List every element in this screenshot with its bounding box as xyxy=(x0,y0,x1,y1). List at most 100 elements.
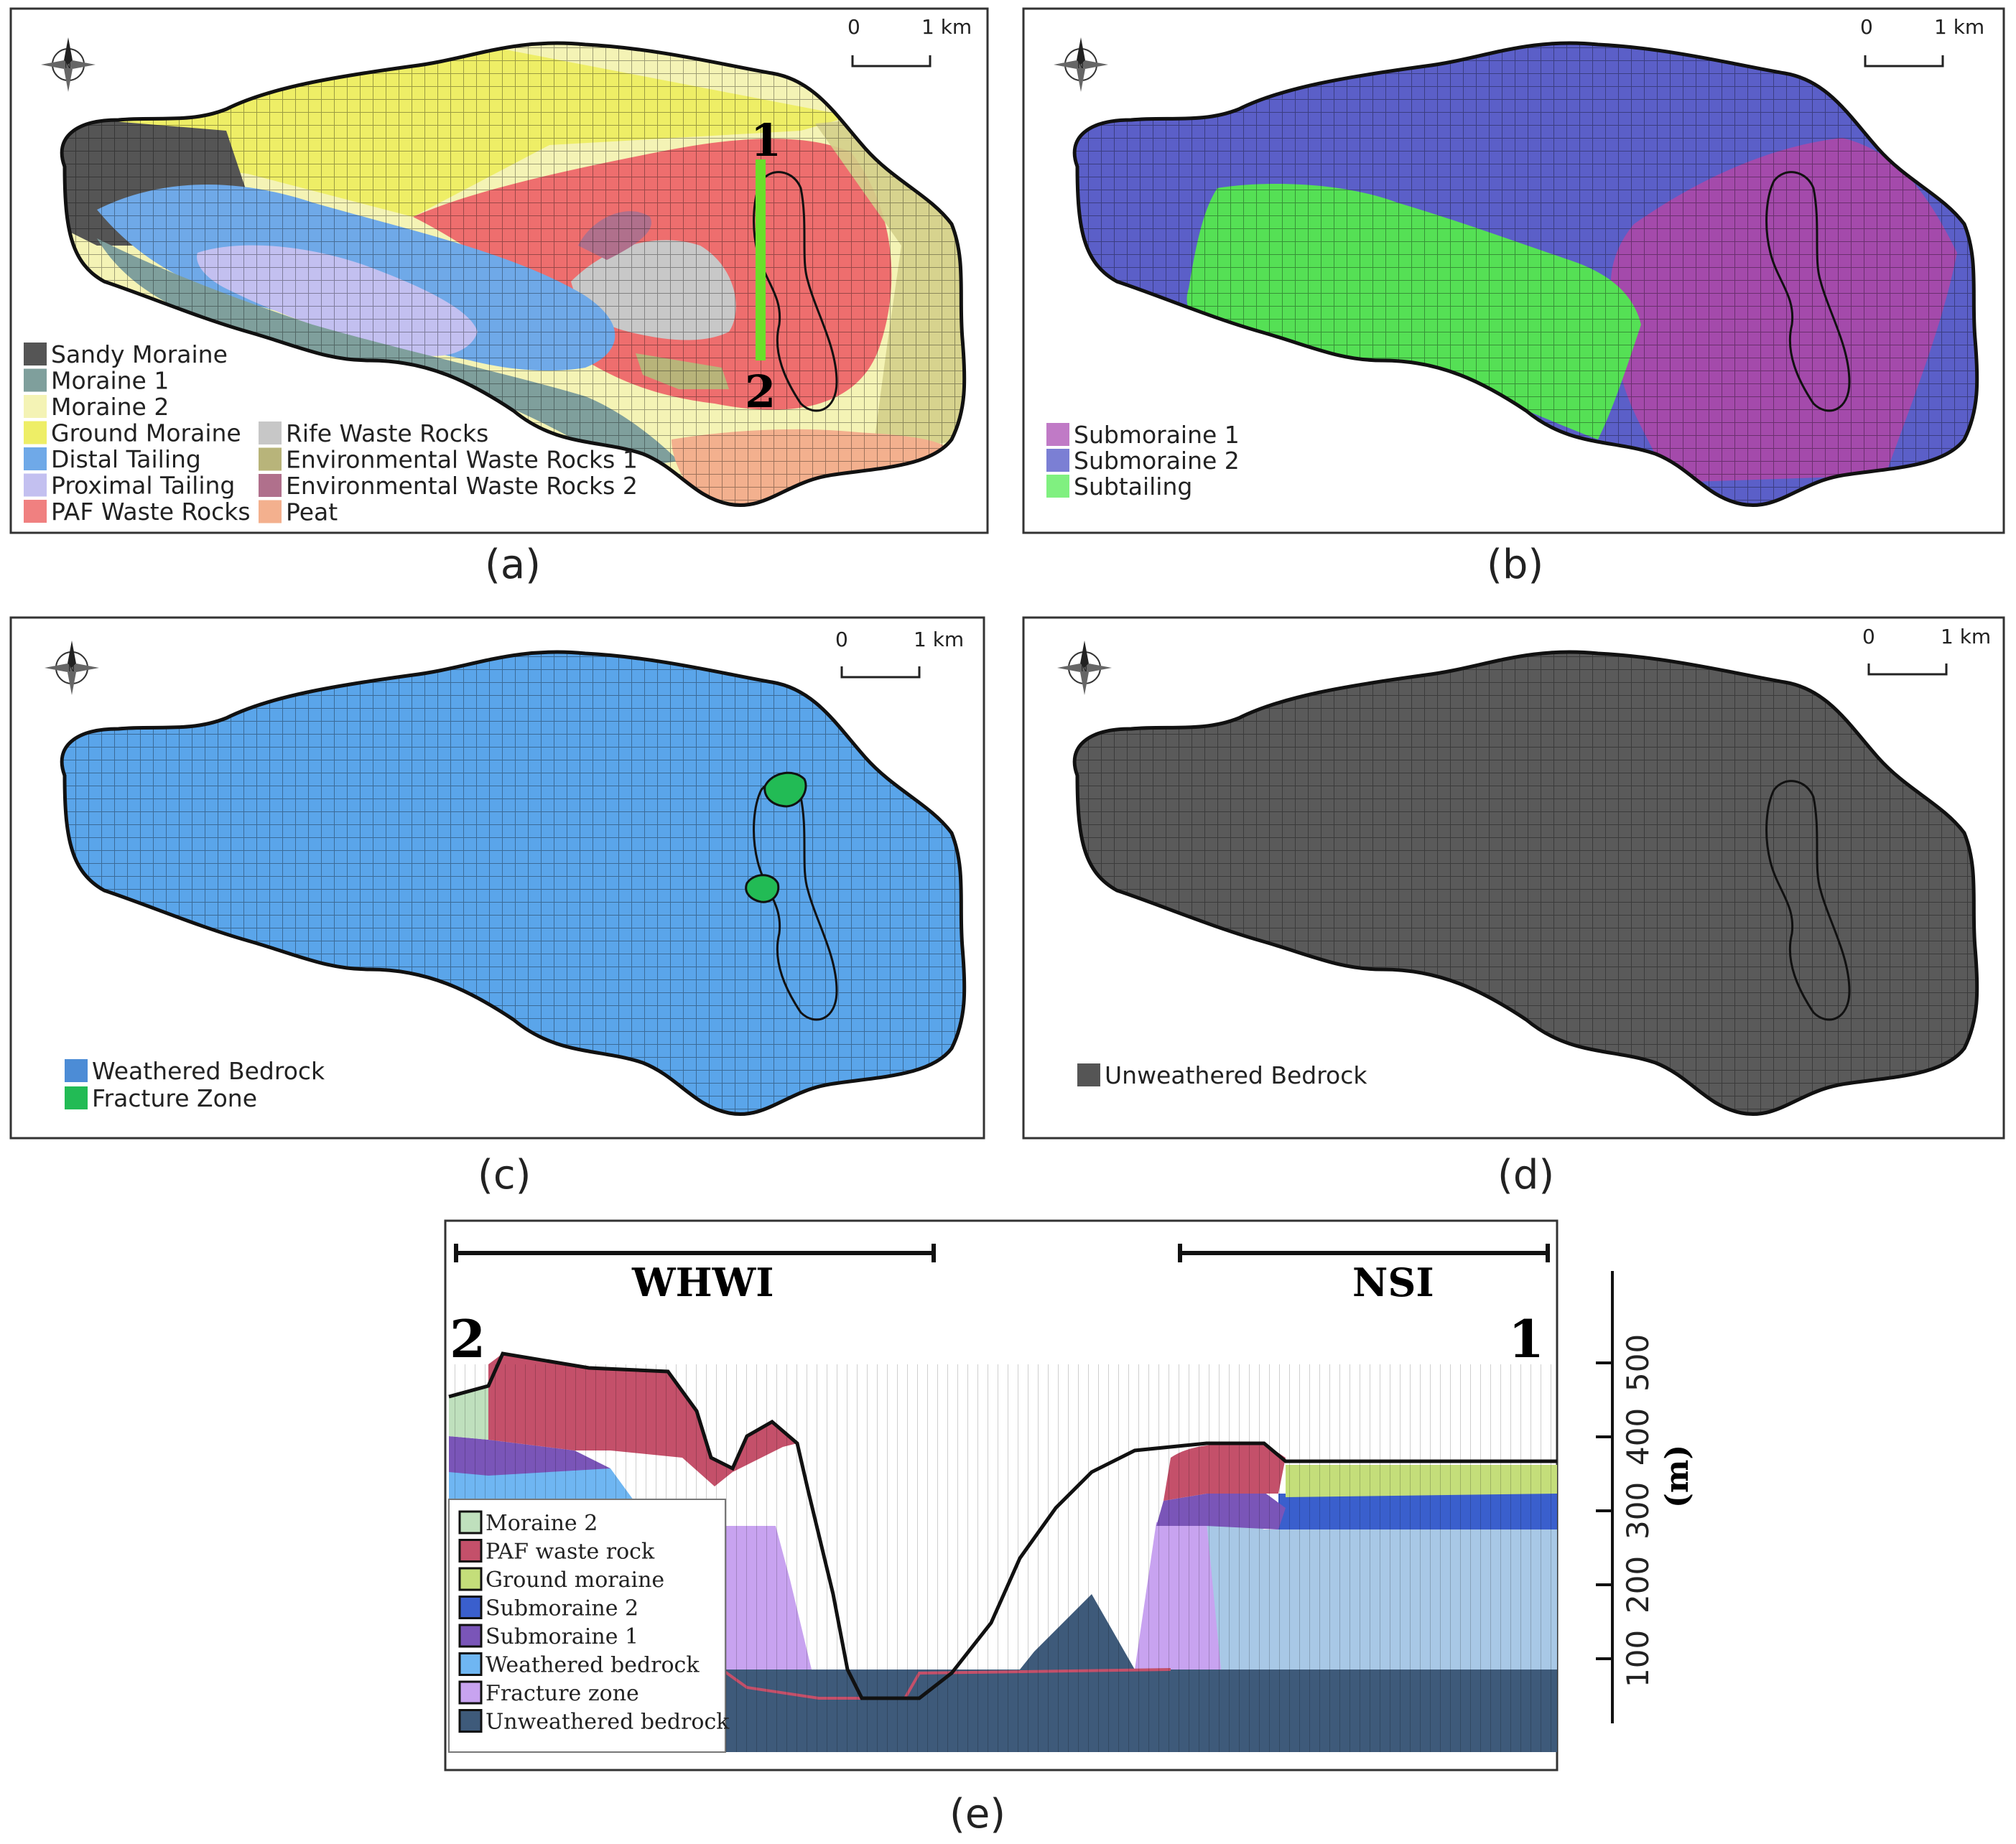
legend-swatch xyxy=(24,500,47,523)
legend-label: Unweathered Bedrock xyxy=(1105,1061,1367,1089)
axis-tick-label: 200 xyxy=(1620,1556,1655,1614)
panel-d: N 0 1 km Unweathered Bedrock xyxy=(1022,616,2005,1140)
legend-swatch xyxy=(458,1510,483,1535)
zone-bar-left: WHWI xyxy=(454,1244,936,1305)
caption-a: (a) xyxy=(485,541,541,588)
legend-swatch xyxy=(65,1086,88,1109)
legend-label: Moraine 1 xyxy=(51,367,169,395)
legend-label: Environmental Waste Rocks 1 xyxy=(286,446,638,474)
scale-zero: 0 xyxy=(847,15,860,39)
legend-swatch xyxy=(24,395,47,418)
legend-label: Moraine 2 xyxy=(486,1511,598,1536)
legend-swatch xyxy=(259,447,282,471)
axis-tick-label: 300 xyxy=(1620,1482,1655,1540)
legend-swatch xyxy=(458,1709,483,1733)
legend-label: Ground moraine xyxy=(486,1568,664,1593)
scale-one: 1 km xyxy=(921,15,972,39)
legend-label: Proximal Tailing xyxy=(51,472,235,500)
legend-label: Sandy Moraine xyxy=(51,340,228,368)
north-arrow-icon: N xyxy=(1054,37,1108,92)
legend-swatch xyxy=(65,1059,88,1082)
legend: Unweathered Bedrock xyxy=(1077,1061,1367,1089)
axis-unit: (m) xyxy=(1659,1445,1696,1508)
caption-d: (d) xyxy=(1497,1152,1554,1198)
legend-label: Subtailing xyxy=(1074,472,1192,500)
legend-swatch xyxy=(458,1539,483,1563)
svg-text:N: N xyxy=(65,60,71,70)
legend-label: Submoraine 2 xyxy=(486,1596,638,1621)
legend-label: Distal Tailing xyxy=(51,445,201,473)
scale-one: 1 km xyxy=(914,628,964,651)
svg-text:N: N xyxy=(1081,663,1087,674)
legend-swatch xyxy=(458,1624,483,1648)
legend-swatch xyxy=(259,500,282,523)
scale-zero: 0 xyxy=(1860,15,1873,39)
legend-swatch xyxy=(1046,449,1069,472)
legend-swatch xyxy=(1077,1063,1100,1086)
legend-swatch xyxy=(24,421,47,444)
scale-bar: 0 1 km xyxy=(1862,625,1991,676)
zone-label-nsi: NSI xyxy=(1352,1259,1434,1305)
legend-swatch xyxy=(458,1680,483,1705)
legend-label: Ground Moraine xyxy=(51,419,241,447)
legend-swatch xyxy=(259,422,282,444)
legend: Moraine 2 PAF waste rock Ground moraine Sub… xyxy=(458,1510,730,1735)
legend-label: PAF Waste Rocks xyxy=(51,498,251,526)
axis-tick-label: 400 xyxy=(1620,1408,1655,1466)
legend-swatch xyxy=(259,474,282,497)
caption-e: (e) xyxy=(949,1791,1005,1838)
legend-swatch xyxy=(1046,475,1069,498)
legend-label: Submoraine 1 xyxy=(486,1624,638,1649)
svg-text:N: N xyxy=(1077,60,1084,70)
panel-e: WHWI NSI 2 1 Moraine 2 PAF waste rock Grou… xyxy=(444,1219,1559,1771)
legend-swatch xyxy=(458,1596,483,1619)
caption-c: (c) xyxy=(478,1152,531,1198)
legend-swatch xyxy=(1046,423,1069,446)
scale-bar: 0 1 km xyxy=(847,15,972,67)
north-arrow-icon: N xyxy=(1057,641,1112,695)
fracture-zone-south xyxy=(745,874,780,903)
legend-label: Weathered Bedrock xyxy=(92,1057,325,1085)
legend-label: Fracture zone xyxy=(486,1681,639,1706)
legend-swatch xyxy=(458,1652,483,1676)
scale-zero: 0 xyxy=(835,628,848,651)
north-arrow-icon: N xyxy=(45,641,99,695)
legend-label: Moraine 2 xyxy=(51,393,169,421)
legend-label: Submoraine 2 xyxy=(1074,447,1240,475)
legend-swatch xyxy=(24,343,47,365)
section-end-1: 1 xyxy=(1508,1308,1544,1369)
svg-text:N: N xyxy=(68,663,75,674)
legend-swatch xyxy=(24,447,47,470)
legend-label: PAF waste rock xyxy=(486,1540,655,1565)
section-mark-end: 2 xyxy=(745,365,776,418)
legend-label: Fracture Zone xyxy=(92,1084,257,1112)
zone-bar-right: NSI xyxy=(1178,1244,1550,1305)
legend-swatch xyxy=(24,368,47,392)
scale-one: 1 km xyxy=(1934,15,1984,39)
section-mark-start: 1 xyxy=(751,114,781,167)
axis-tick-label: 500 xyxy=(1620,1334,1655,1392)
legend-box xyxy=(448,1499,726,1753)
legend-label: Environmental Waste Rocks 2 xyxy=(286,472,638,500)
ground-surface xyxy=(448,1351,1557,1700)
north-arrow-icon: N xyxy=(41,37,96,92)
legend-swatch xyxy=(24,473,47,497)
scale-bar: 0 1 km xyxy=(835,628,964,679)
zone-label-whwi: WHWI xyxy=(631,1259,774,1305)
scale-one: 1 km xyxy=(1941,625,1991,648)
legend-label: Peat xyxy=(286,498,338,526)
scale-zero: 0 xyxy=(1862,625,1875,648)
fracture-zone-north xyxy=(763,771,807,808)
legend-label: Weathered bedrock xyxy=(486,1653,700,1678)
legend-label: Rife Waste Rocks xyxy=(286,419,488,447)
elevation-axis: 100 200 300 400 500 (m) xyxy=(1596,1271,1696,1723)
legend-label: Unweathered bedrock xyxy=(486,1710,730,1735)
